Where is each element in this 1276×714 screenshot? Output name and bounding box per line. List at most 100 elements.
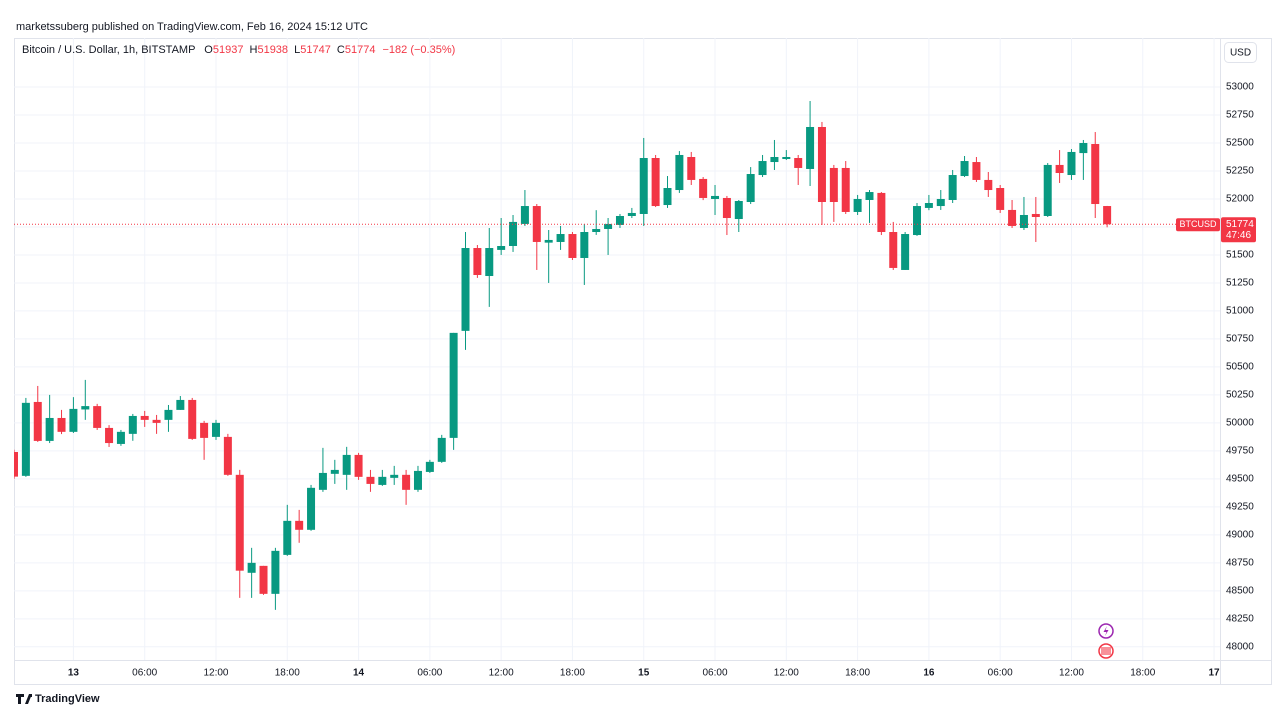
candle-body (948, 175, 957, 200)
candle-body (627, 212, 636, 216)
frame (14, 38, 1272, 685)
candle-body (889, 232, 898, 268)
candle-body (176, 399, 185, 410)
candle-body (449, 332, 458, 438)
candle-body (247, 562, 256, 573)
y-tick-label: 52750 (1226, 110, 1254, 121)
candle-body (354, 454, 363, 477)
y-tick-label: 48250 (1226, 613, 1254, 624)
candle-body (497, 246, 506, 250)
candle-body (1067, 151, 1076, 176)
y-tick-label: 50500 (1226, 362, 1254, 373)
ohlc-letter: C (337, 44, 345, 56)
candle-body (604, 223, 613, 229)
x-tick-label: 06:00 (988, 668, 1013, 679)
x-tick-label: 06:00 (132, 668, 157, 679)
candle-body (461, 248, 470, 331)
x-tick-label: 12:00 (203, 668, 228, 679)
candle-body (794, 158, 803, 168)
y-tick-label: 48750 (1226, 557, 1254, 568)
grid (14, 38, 1220, 660)
last-price: 51774 (1226, 219, 1254, 230)
candle-body (128, 415, 137, 434)
countdown: 47:46 (1226, 230, 1251, 241)
candle-body (913, 206, 922, 236)
y-tick-label: 48000 (1226, 641, 1254, 652)
candle-body (509, 221, 518, 246)
y-tick-label: 51500 (1226, 250, 1254, 261)
candle-body (1055, 164, 1064, 174)
price-tag (1221, 217, 1256, 243)
candles (14, 101, 1112, 610)
legend: Bitcoin / U.S. Dollar, 1h, BITSTAMP O519… (22, 44, 455, 56)
y-tick-label: 49250 (1226, 501, 1254, 512)
candle-body (235, 474, 244, 571)
candle-body (271, 550, 280, 594)
candle-body (853, 198, 862, 212)
candle-body (865, 192, 874, 200)
candle-body (806, 126, 815, 169)
candle-body (580, 232, 589, 258)
candle-body (699, 178, 708, 198)
candle-body (758, 161, 767, 176)
y-tick-label: 50000 (1226, 418, 1254, 429)
candle-body (307, 487, 316, 530)
ohlc-letter: L (294, 44, 300, 56)
ohlc-value: 51937 (213, 44, 244, 56)
candle-body (960, 161, 969, 177)
candle-body (21, 402, 30, 476)
x-tick-label: 16 (923, 668, 935, 679)
symbol: BTCUSD (1179, 219, 1217, 229)
y-tick-label: 53000 (1226, 82, 1254, 93)
candle-body (972, 162, 981, 180)
candle-body (770, 156, 779, 163)
y-tick-label: 49000 (1226, 529, 1254, 540)
candle-body (817, 126, 826, 203)
candle-body (33, 401, 42, 441)
legend-title: Bitcoin / U.S. Dollar, 1h, BITSTAMP (22, 44, 195, 56)
currency-button[interactable] (1224, 42, 1257, 63)
x-tick-label: 12:00 (774, 668, 799, 679)
candle-body (413, 470, 422, 490)
y-tick-label: 48500 (1226, 585, 1254, 596)
candle-body (544, 239, 553, 243)
candle-body (901, 234, 910, 270)
candle-body (69, 408, 78, 432)
y-tick-label: 51000 (1226, 306, 1254, 317)
candle-body (259, 565, 268, 594)
ohlc-value: 51774 (345, 44, 376, 56)
candle-body (318, 472, 327, 490)
candle-body (188, 399, 197, 439)
candle-body (746, 174, 755, 203)
x-tick-label: 17 (1208, 668, 1220, 679)
candle-body (81, 406, 90, 410)
brand-logo (16, 694, 32, 704)
candle-body (556, 234, 565, 242)
currency[interactable]: USD (1230, 48, 1251, 59)
candle-body (711, 195, 720, 199)
brand: TradingView (35, 693, 100, 705)
event-icons (1098, 623, 1114, 659)
candle-body (366, 476, 375, 484)
candle-body (93, 406, 102, 428)
x-tick-label: 06:00 (417, 668, 442, 679)
candle-body (378, 476, 387, 485)
x-tick-label: 18:00 (275, 668, 300, 679)
candle-body (1008, 209, 1017, 226)
candle-body (722, 197, 731, 219)
candle-body (687, 156, 696, 180)
candle-body (924, 203, 933, 208)
candle-body (473, 248, 482, 275)
candle-body (1043, 164, 1052, 216)
ohlc-value: 51747 (300, 44, 331, 56)
publisher-line: marketssuberg published on TradingView.c… (16, 21, 368, 33)
y-tick-label: 49500 (1226, 474, 1254, 485)
flag-glyph (1101, 647, 1111, 655)
ohlc-letter: H (250, 44, 258, 56)
candle-body (1103, 206, 1112, 225)
candle-body (295, 520, 304, 530)
y-tick-label: 52250 (1226, 166, 1254, 177)
candle-body (330, 469, 339, 474)
